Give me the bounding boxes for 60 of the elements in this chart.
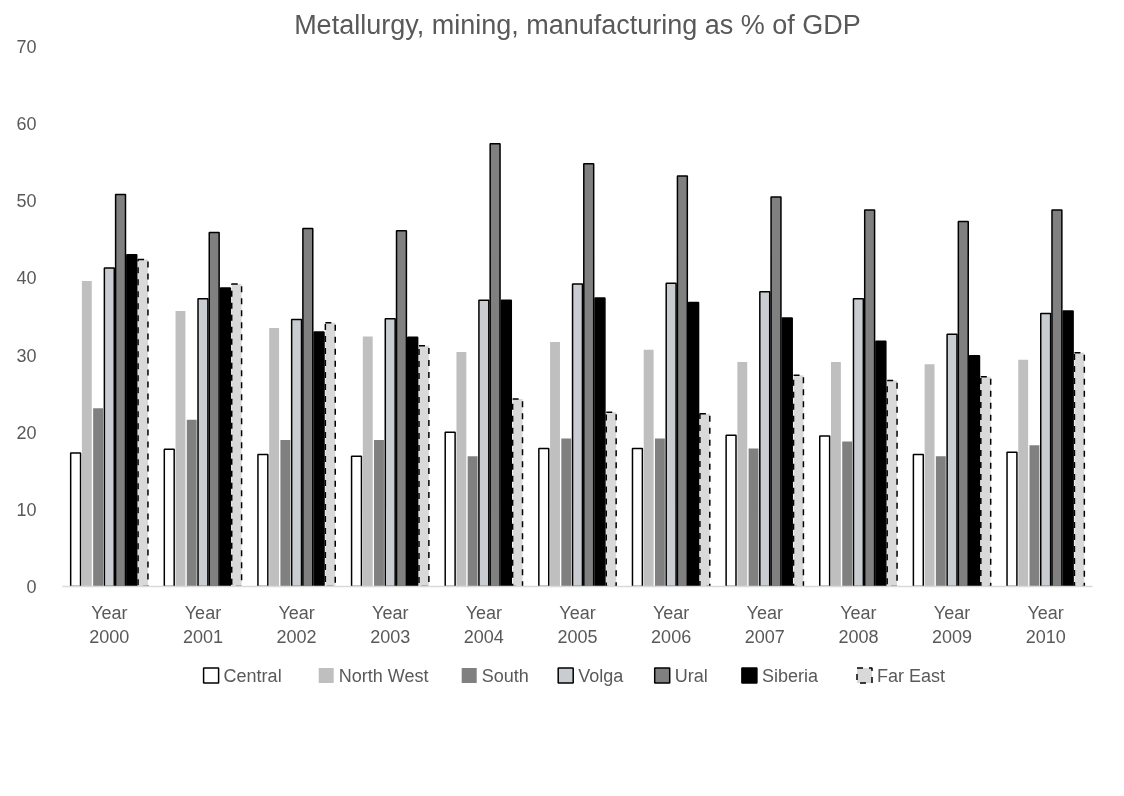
bar — [561, 438, 572, 587]
chart-title: Metallurgy, mining, manufacturing as % of GDP — [294, 9, 861, 40]
bar — [280, 439, 291, 587]
bar — [362, 336, 373, 587]
bar — [1018, 359, 1029, 587]
bar — [456, 351, 467, 587]
x-tick-label: Year 2008 — [838, 602, 879, 647]
bar — [748, 448, 759, 587]
bar — [725, 434, 737, 587]
legend-label: Central — [223, 665, 282, 686]
x-tick-label: Year 2001 — [182, 602, 223, 647]
bar — [538, 447, 550, 587]
y-tick-label: 60 — [16, 114, 37, 135]
bar — [81, 281, 92, 587]
bar — [163, 448, 175, 587]
x-tick-label: Year 2007 — [744, 602, 785, 647]
bar — [924, 364, 935, 587]
bar — [550, 341, 560, 587]
bar — [842, 441, 853, 587]
y-tick-label: 40 — [16, 268, 37, 289]
y-tick-label: 70 — [16, 37, 37, 57]
y-tick-label: 30 — [16, 345, 37, 366]
legend-label: Volga — [578, 665, 625, 686]
bar — [737, 362, 748, 587]
bar — [935, 456, 946, 587]
legend-label: North West — [338, 665, 429, 686]
bar — [467, 456, 478, 587]
bar — [444, 431, 456, 587]
bar — [350, 455, 363, 587]
bar — [643, 349, 654, 587]
bar — [1006, 451, 1018, 587]
bar — [830, 362, 841, 587]
y-tick-label: 0 — [26, 577, 37, 597]
bar — [631, 447, 644, 587]
x-tick-label: Year 2005 — [557, 602, 598, 647]
x-tick-label: Year 2002 — [276, 602, 317, 647]
x-tick-label: Year 2010 — [1025, 602, 1066, 647]
x-tick-label: Year 2000 — [89, 602, 130, 647]
bar — [93, 408, 104, 587]
bar — [269, 328, 280, 587]
y-tick-label: 10 — [16, 499, 37, 520]
bar — [175, 311, 186, 587]
x-tick-label: Year 2009 — [932, 602, 973, 647]
bar — [69, 452, 82, 587]
y-tick-label: 50 — [16, 191, 37, 212]
x-tick-label: Year 2006 — [651, 602, 692, 647]
legend-label: Far East — [877, 665, 946, 686]
y-tick-label: 20 — [16, 422, 37, 443]
legend-label: South — [481, 665, 529, 686]
bar — [186, 419, 197, 587]
bar — [912, 453, 925, 587]
bar — [257, 453, 269, 587]
x-tick-label: Year 2004 — [463, 602, 504, 647]
bar — [819, 435, 831, 587]
legend-label: Ural — [674, 665, 708, 686]
bar — [1029, 445, 1040, 587]
bar — [654, 438, 665, 587]
legend-label: Siberia — [761, 665, 819, 686]
bar — [374, 439, 384, 587]
x-tick-label: Year 2003 — [370, 602, 411, 647]
